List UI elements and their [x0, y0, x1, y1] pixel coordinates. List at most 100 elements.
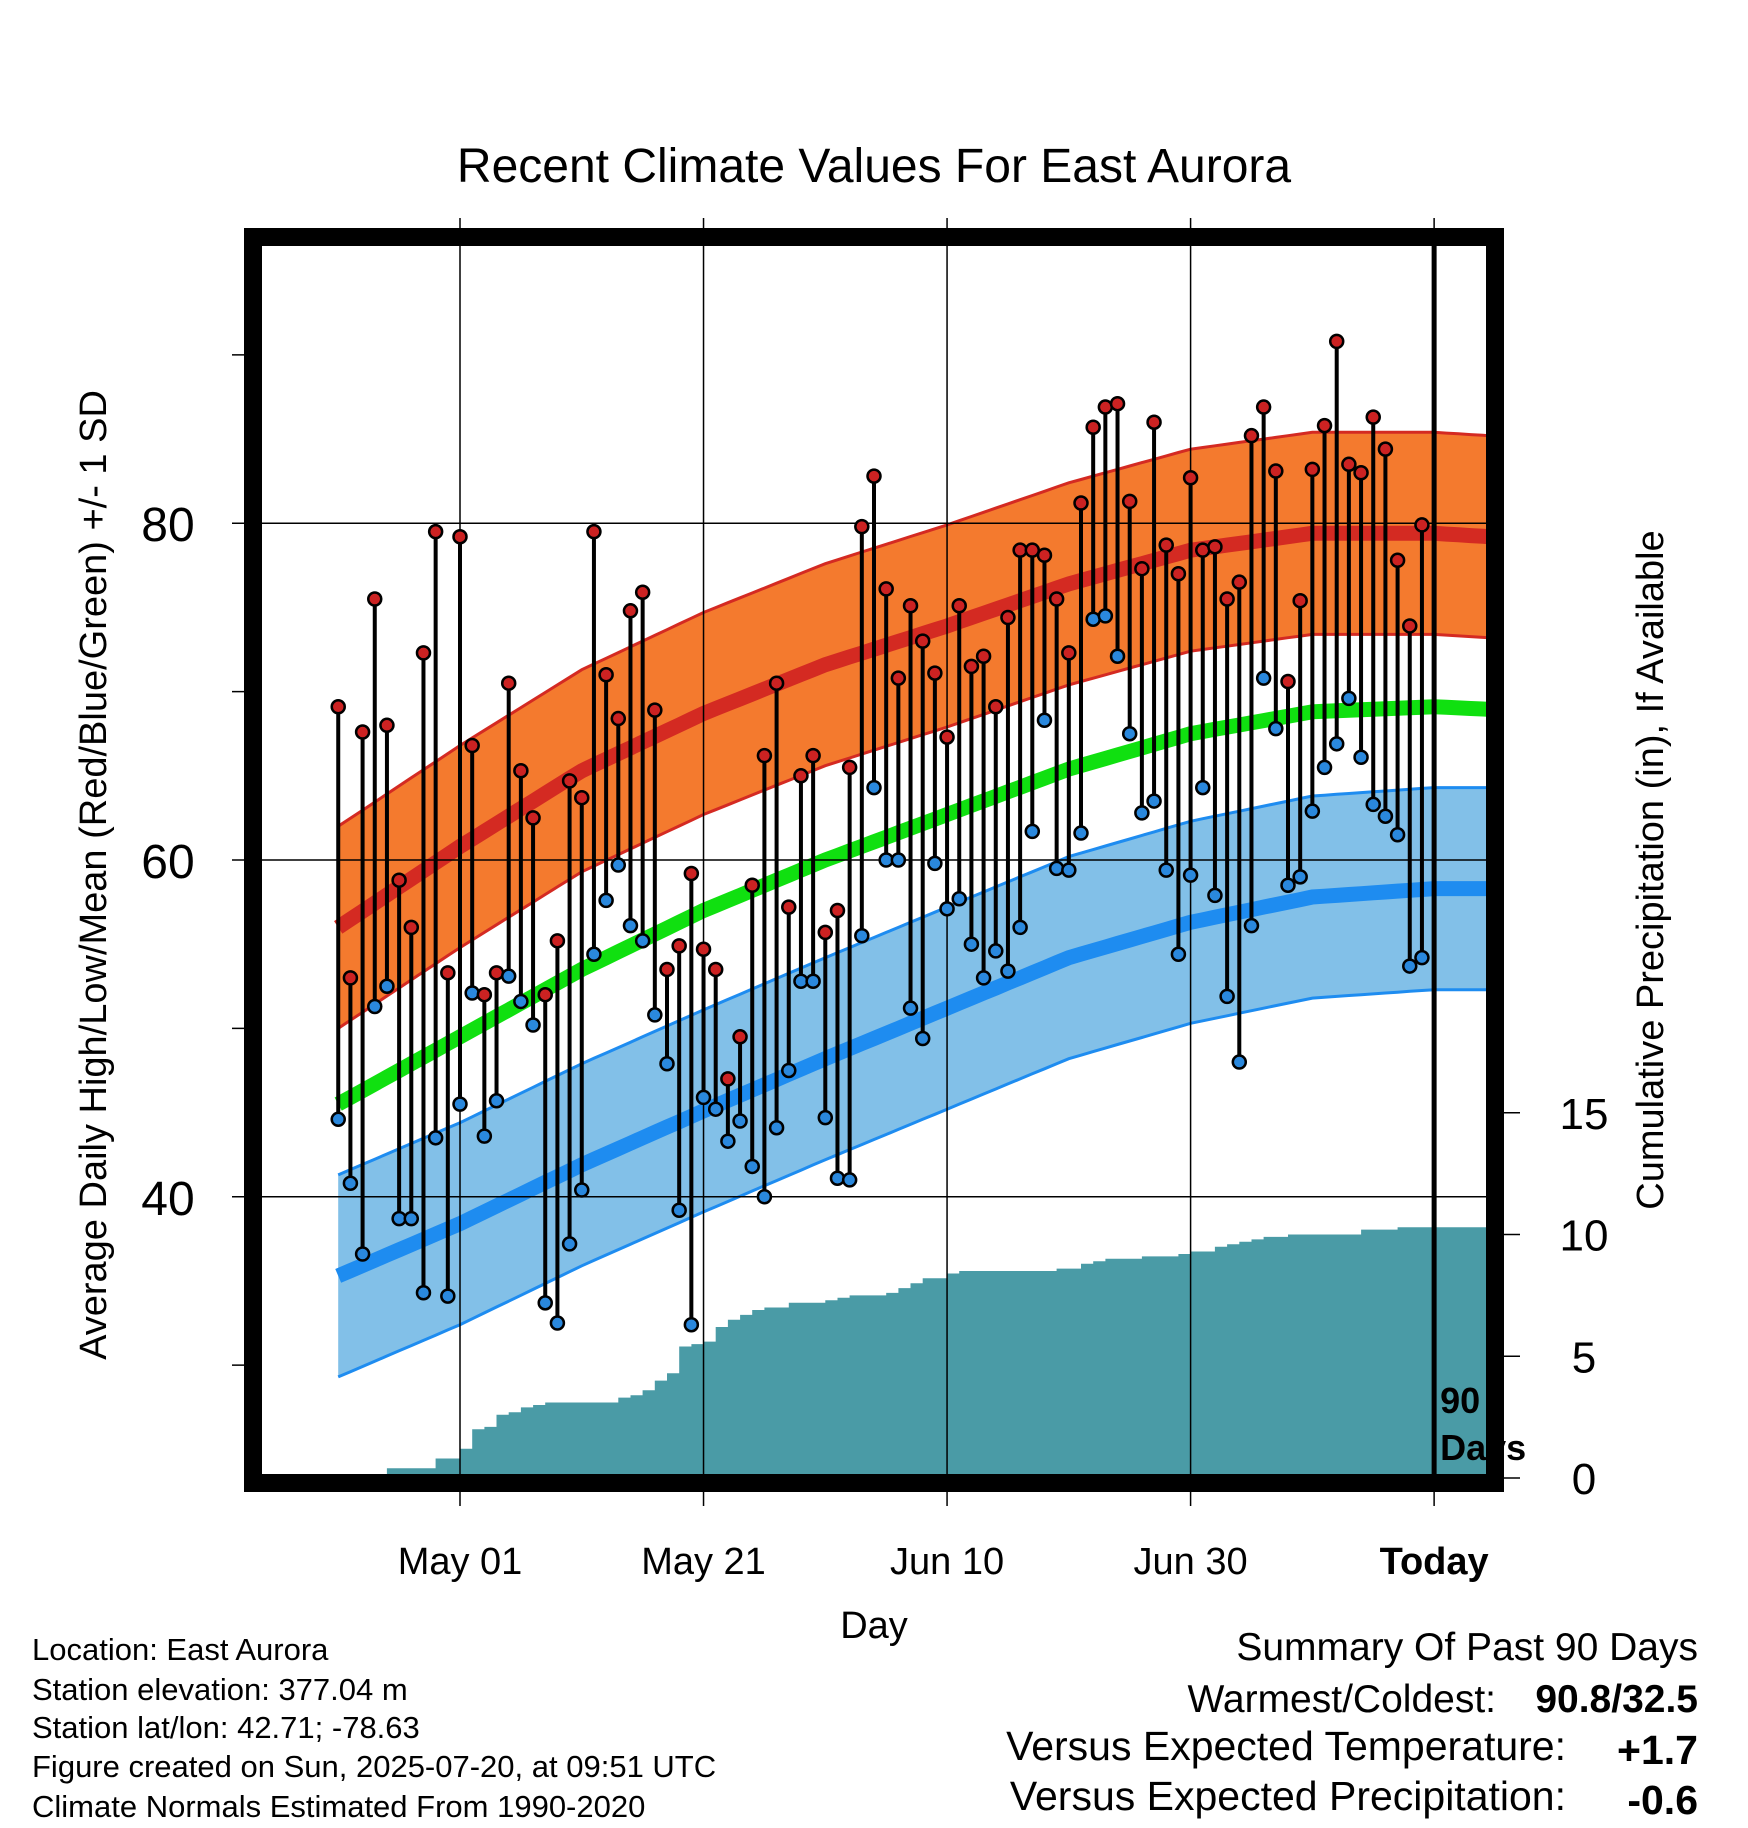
daily-high-point — [513, 763, 529, 779]
daily-high-point — [476, 986, 493, 1003]
daily-low-point — [707, 1101, 724, 1117]
daily-high-point — [1304, 461, 1321, 478]
daily-high-point — [1121, 493, 1138, 510]
daily-high-point — [1316, 417, 1333, 434]
precip-anomaly-value: -0.6 — [1627, 1777, 1698, 1823]
daily-low-point — [1000, 963, 1016, 979]
daily-low-point — [464, 985, 480, 1001]
daily-high-point — [464, 737, 480, 754]
daily-high-point — [671, 938, 687, 954]
daily-high-point — [1414, 517, 1430, 533]
x-tick-label: May 21 — [641, 1541, 766, 1583]
daily-high-point — [1268, 463, 1284, 479]
daily-low-point — [476, 1128, 493, 1144]
daily-high-point — [1389, 552, 1406, 569]
daily-high-point — [988, 699, 1004, 715]
summary-box: Summary Of Past 90 Days Warmest/Coldest:… — [1006, 1626, 1698, 1823]
daily-low-point — [1109, 648, 1126, 665]
daily-high-point — [610, 710, 627, 727]
daily-high-point — [1000, 609, 1016, 626]
daily-high-point — [549, 933, 566, 949]
daily-low-point — [500, 968, 517, 984]
x-tick-label: Jun 10 — [890, 1541, 1004, 1583]
daily-low-point — [1389, 826, 1406, 843]
daily-high-point — [902, 597, 919, 614]
daily-high-point — [927, 665, 943, 681]
daily-high-point — [890, 670, 907, 686]
daily-low-point — [659, 1055, 675, 1072]
daily-low-point — [1158, 862, 1174, 878]
daily-high-point — [537, 986, 553, 1003]
data-marks: 90 Days — [330, 237, 1526, 1483]
y-tick-label: 40 — [141, 1173, 194, 1226]
x-tick-label: Today — [1380, 1541, 1489, 1583]
daily-high-point — [574, 789, 590, 806]
daily-low-point — [1268, 720, 1284, 737]
elevation-text: Station elevation: 377.04 m — [32, 1672, 408, 1707]
daily-low-point — [1036, 712, 1053, 728]
daily-low-point — [598, 892, 614, 909]
daily-low-point — [927, 855, 943, 872]
daily-high-point — [1134, 560, 1150, 577]
daily-low-point — [1146, 793, 1162, 809]
daily-high-point — [744, 877, 760, 894]
daily-low-point — [488, 1093, 505, 1109]
today-days-label-number: 90 — [1440, 1380, 1480, 1421]
warmest-value: 90.8/32.5 — [1535, 1678, 1698, 1721]
daily-high-point — [1365, 409, 1381, 425]
daily-low-point — [1280, 877, 1296, 894]
daily-low-point — [586, 946, 602, 963]
daily-high-point — [1341, 456, 1357, 473]
daily-low-point — [415, 1284, 432, 1301]
daily-low-point — [354, 1246, 371, 1262]
daily-high-point — [829, 902, 846, 919]
precip-area — [386, 1227, 1487, 1475]
daily-low-point — [781, 1062, 797, 1079]
warmest-label: Warmest/Coldest: — [1188, 1678, 1496, 1721]
daily-low-point — [427, 1130, 444, 1146]
daily-low-point — [805, 973, 821, 989]
daily-high-point — [561, 773, 578, 789]
daily-high-point — [1182, 470, 1199, 486]
y2-tick-label: 5 — [1572, 1333, 1596, 1382]
daily-low-point — [854, 928, 870, 944]
daily-low-point — [1195, 779, 1211, 796]
today-days-label-word: Days — [1440, 1427, 1526, 1468]
daily-high-point — [951, 597, 967, 614]
daily-high-point — [841, 759, 858, 776]
high-lower-sd-line — [337, 632, 1487, 1030]
daily-low-point — [610, 857, 627, 873]
normals-text: Climate Normals Estimated From 1990-2020 — [32, 1789, 645, 1824]
low-lower-sd-line — [337, 988, 1487, 1379]
y2-tick-label: 10 — [1560, 1212, 1609, 1261]
daily-low-point — [695, 1089, 712, 1106]
daily-high-point — [720, 1071, 736, 1087]
daily-low-point — [367, 998, 383, 1015]
footer-info: Location: East Aurora Station elevation:… — [32, 1632, 716, 1824]
daily-low-point — [890, 852, 907, 868]
daily-high-point — [1219, 591, 1235, 607]
axes: 40 60 80 0 5 10 15 May 01 May 21 Jun 10 Jun 30 Toda… — [141, 218, 1608, 1583]
daily-high-point — [1207, 539, 1223, 555]
daily-low-point — [939, 901, 955, 917]
daily-low-point — [756, 1189, 773, 1205]
daily-low-point — [1134, 805, 1150, 821]
daily-low-point — [866, 779, 882, 796]
daily-low-point — [768, 1119, 785, 1136]
daily-low-point — [1353, 749, 1369, 766]
daily-high-point — [1158, 537, 1174, 553]
location-text: Location: East Aurora — [32, 1632, 329, 1667]
daily-high-point — [914, 633, 931, 649]
daily-low-point — [975, 970, 992, 986]
latlon-text: Station lat/lon: 42.71; -78.63 — [32, 1710, 420, 1745]
daily-low-point — [902, 1000, 919, 1016]
plot-frame — [244, 228, 1504, 1492]
daily-high-point — [1328, 333, 1345, 350]
daily-high-point — [586, 523, 602, 540]
daily-low-point — [1182, 867, 1199, 883]
daily-low-point — [330, 1111, 346, 1128]
daily-low-point — [1012, 919, 1028, 936]
daily-low-point — [1097, 608, 1114, 624]
chart-title: Recent Climate Values For East Aurora — [457, 140, 1291, 193]
